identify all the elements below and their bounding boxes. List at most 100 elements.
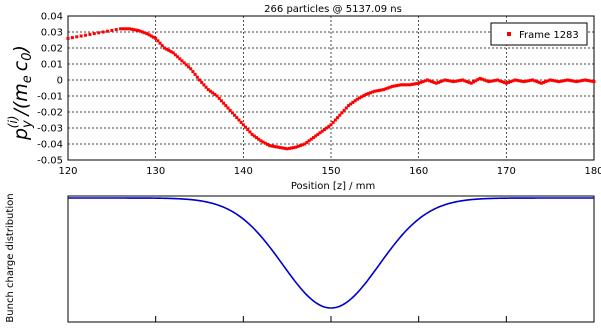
data-point — [485, 79, 489, 83]
data-point — [178, 57, 182, 61]
data-point — [261, 140, 265, 144]
top-series — [66, 27, 596, 151]
data-point — [498, 79, 502, 83]
data-point — [171, 51, 175, 55]
data-point — [507, 80, 511, 84]
data-point — [110, 28, 114, 32]
data-point — [557, 80, 561, 84]
data-point — [509, 80, 513, 84]
data-point — [511, 79, 515, 83]
data-point — [189, 67, 193, 71]
data-point — [125, 27, 129, 31]
data-point — [114, 28, 118, 32]
data-point — [200, 80, 204, 84]
data-point — [136, 28, 140, 32]
data-point — [353, 99, 357, 103]
data-point — [524, 79, 528, 83]
y-tick-label: 0.01 — [41, 60, 63, 71]
data-point — [208, 89, 212, 93]
data-point — [364, 92, 368, 96]
data-point — [533, 79, 537, 83]
data-point — [230, 111, 234, 115]
data-point — [237, 118, 241, 122]
data-point — [151, 35, 155, 39]
data-point — [480, 77, 484, 81]
data-point — [287, 146, 291, 150]
data-point — [390, 84, 394, 88]
data-point — [428, 79, 432, 83]
data-point — [585, 78, 589, 82]
data-point — [241, 123, 245, 127]
data-point — [517, 79, 521, 83]
data-point — [417, 81, 421, 85]
data-point — [570, 79, 574, 83]
chart-title: 266 particles @ 5137.09 ns — [264, 4, 402, 15]
y-tick-label: 0 — [57, 76, 63, 87]
ylabel-p: p — [10, 128, 32, 141]
data-point — [489, 79, 493, 83]
data-point — [257, 137, 261, 141]
data-point — [441, 79, 445, 83]
data-point — [386, 86, 390, 90]
data-point — [285, 147, 289, 151]
data-point — [167, 48, 171, 52]
legend-box — [490, 22, 588, 46]
data-point — [134, 28, 138, 32]
data-point — [235, 116, 239, 120]
data-point — [351, 100, 355, 104]
data-point — [432, 80, 436, 84]
data-point — [283, 146, 287, 150]
data-point — [412, 82, 416, 86]
data-point — [292, 146, 296, 150]
data-point — [447, 79, 451, 83]
data-point — [119, 27, 123, 31]
ylabel-c: c — [10, 60, 32, 71]
x-axis-label: Position [z] / mm — [291, 181, 375, 192]
data-point — [548, 78, 552, 82]
data-point — [443, 78, 447, 82]
data-point — [450, 79, 454, 83]
data-point — [105, 29, 109, 33]
data-point — [544, 80, 548, 84]
data-point — [406, 83, 410, 87]
x-tick-label: 130 — [146, 166, 165, 177]
data-point — [452, 80, 456, 84]
data-point — [430, 80, 434, 84]
data-point — [355, 97, 359, 101]
data-point — [504, 81, 508, 85]
data-point — [531, 78, 535, 82]
data-point — [471, 80, 475, 84]
data-point — [588, 79, 592, 83]
top-y-axis-label: py(i)/(mec0) — [6, 45, 35, 141]
data-point — [184, 63, 188, 67]
data-point — [290, 146, 294, 150]
data-point — [213, 92, 217, 96]
bottom-y-axis-label: Bunch charge distribution — [5, 193, 16, 322]
data-point — [566, 78, 570, 82]
data-point — [463, 79, 467, 83]
data-point — [445, 78, 449, 82]
data-point — [272, 144, 276, 148]
data-point — [482, 78, 486, 82]
data-point — [329, 123, 333, 127]
data-point — [561, 79, 565, 83]
data-point — [399, 83, 403, 87]
data-point — [303, 142, 307, 146]
data-point — [349, 102, 353, 106]
legend-marker — [507, 32, 511, 36]
data-point — [101, 30, 105, 34]
data-point — [419, 80, 423, 84]
data-point — [546, 79, 550, 83]
data-point — [198, 78, 201, 82]
data-point — [182, 61, 186, 65]
data-point — [550, 78, 554, 82]
top-x-ticks: 120 130 140 150 160 170 180 — [58, 166, 601, 177]
data-point — [425, 78, 429, 82]
data-point — [564, 78, 568, 82]
data-point — [526, 79, 530, 83]
y-tick-label: -0.05 — [37, 156, 63, 167]
data-point — [513, 78, 517, 82]
data-point — [408, 83, 412, 87]
data-point — [130, 27, 134, 31]
data-point — [366, 92, 370, 96]
